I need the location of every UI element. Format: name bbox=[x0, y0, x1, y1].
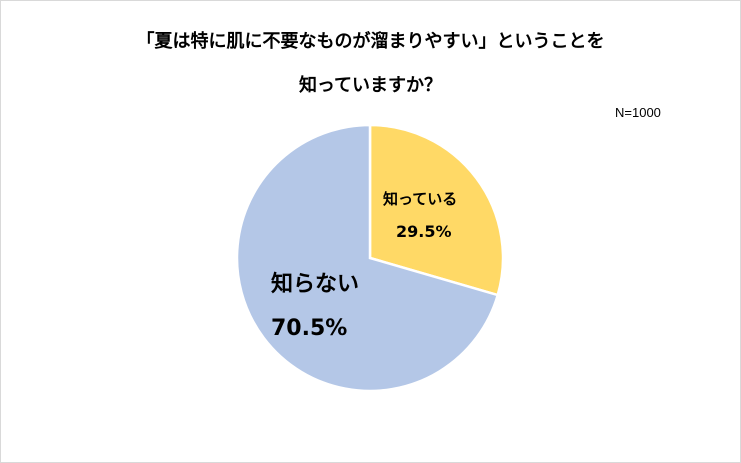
slice-label-dont-know: 知らない bbox=[271, 271, 359, 297]
chart-title-line2: 知っていますか？ bbox=[298, 75, 443, 96]
sample-size-note: N=1000 bbox=[615, 105, 661, 120]
slice-value-dont-know: 70.5% bbox=[271, 316, 347, 341]
chart-title-line1: 「夏は特に肌に不要なものが溜まりやすい」ということを bbox=[136, 31, 605, 52]
slice-label-know: 知っている bbox=[383, 190, 457, 208]
pie-slice-know bbox=[368, 123, 505, 297]
pie-slice-dont-know bbox=[235, 123, 500, 393]
slice-value-know: 29.5% bbox=[396, 222, 452, 241]
